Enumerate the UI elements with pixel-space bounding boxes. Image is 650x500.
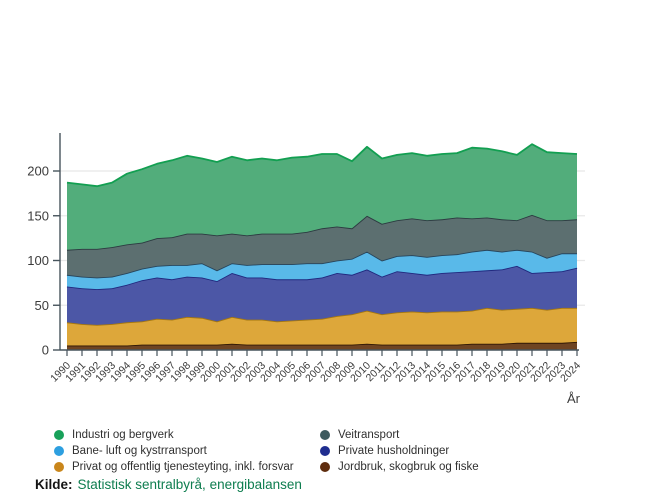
source-text: Statistisk sentralbyrå, energibalansen (77, 477, 302, 492)
source-citation: Kilde: Statistisk sentralbyrå, energibala… (35, 477, 302, 492)
legend-item-label: Industri og bergverk (72, 429, 174, 441)
y-tick-label: 200 (27, 164, 49, 179)
y-tick-label: 100 (27, 253, 49, 268)
y-tick-label: 150 (27, 208, 49, 223)
area-private-husholdninger (67, 265, 577, 325)
legend-item-privat-offentlig: Privat og offentlig tjenesteyting, inkl.… (54, 459, 320, 475)
legend-item-label: Veitransport (338, 429, 400, 441)
y-tick-label: 0 (42, 343, 49, 358)
area-jordbruk-skogbruk-og-fiske (67, 341, 577, 350)
legend-item-veitransport: Veitransport (320, 427, 479, 443)
x-axis-title: År (567, 391, 581, 406)
legend-dot-icon (320, 430, 330, 440)
area-industri-og-bergverk (67, 144, 577, 250)
area-edge-industri-og-bergverk (66, 143, 578, 188)
legend-item-bane-luft-kyst: Bane- luft og kystrransport (54, 443, 320, 459)
legend-dot-icon (54, 462, 64, 472)
legend-item-label: Jordbruk, skogbruk og fiske (338, 461, 479, 473)
legend-dot-icon (54, 446, 64, 456)
legend-dot-icon (54, 430, 64, 440)
y-tick-label: 50 (35, 298, 49, 313)
legend-item-private-husholdninger: Private husholdninger (320, 443, 479, 459)
area-veitransport (67, 214, 577, 278)
legend-item-label: Privat og offentlig tjenesteyting, inkl.… (72, 461, 294, 473)
legend-item-label: Bane- luft og kystrransport (72, 445, 207, 457)
legend-item-industri: Industri og bergverk (54, 427, 320, 443)
legend-dot-icon (320, 446, 330, 456)
legend-item-jordbruk: Jordbruk, skogbruk og fiske (320, 459, 479, 475)
chart-legend: Industri og bergverk Bane- luft og kystr… (54, 427, 479, 475)
area-privat-og-offentlig-tjenesteyting-inkl-forsvar (67, 307, 577, 346)
stacked-area-chart: 0501001502001990199119921993199419951996… (27, 133, 585, 406)
legend-item-label: Private husholdninger (338, 445, 450, 457)
source-label: Kilde: (35, 477, 73, 492)
area-bane-luft-og-kystrransport (67, 249, 577, 290)
legend-dot-icon (320, 462, 330, 472)
